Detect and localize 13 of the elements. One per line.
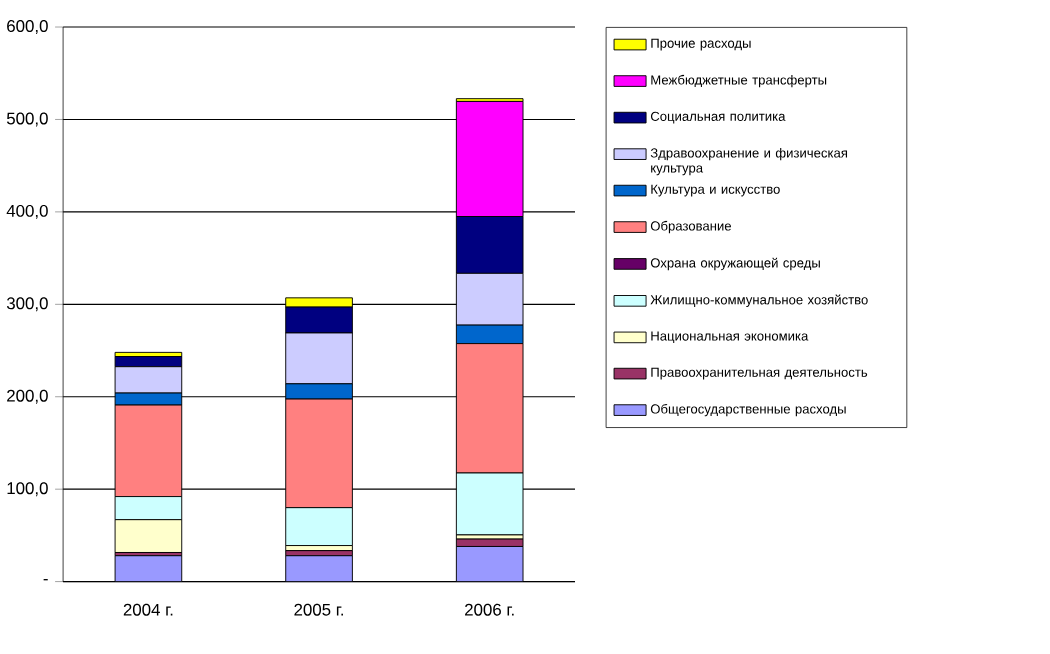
y-tick-label: 400,0	[6, 204, 48, 219]
y-tick-label: 600,0	[7, 20, 48, 34]
y-tick-label: -	[43, 579, 48, 581]
x-tick-label: 2006 г.	[465, 603, 514, 616]
x-tick-label: 2004 г.	[123, 603, 173, 616]
x-tick-label: 2005 г.	[294, 603, 344, 616]
y-tick-label: 100,0	[7, 482, 48, 497]
bar	[115, 555, 182, 582]
bar	[455, 546, 524, 582]
bar	[285, 555, 353, 582]
y-tick-label: 500,0	[6, 112, 48, 127]
y-tick-label: 300,0	[6, 297, 48, 312]
y-tick-label: 200,0	[7, 389, 48, 404]
